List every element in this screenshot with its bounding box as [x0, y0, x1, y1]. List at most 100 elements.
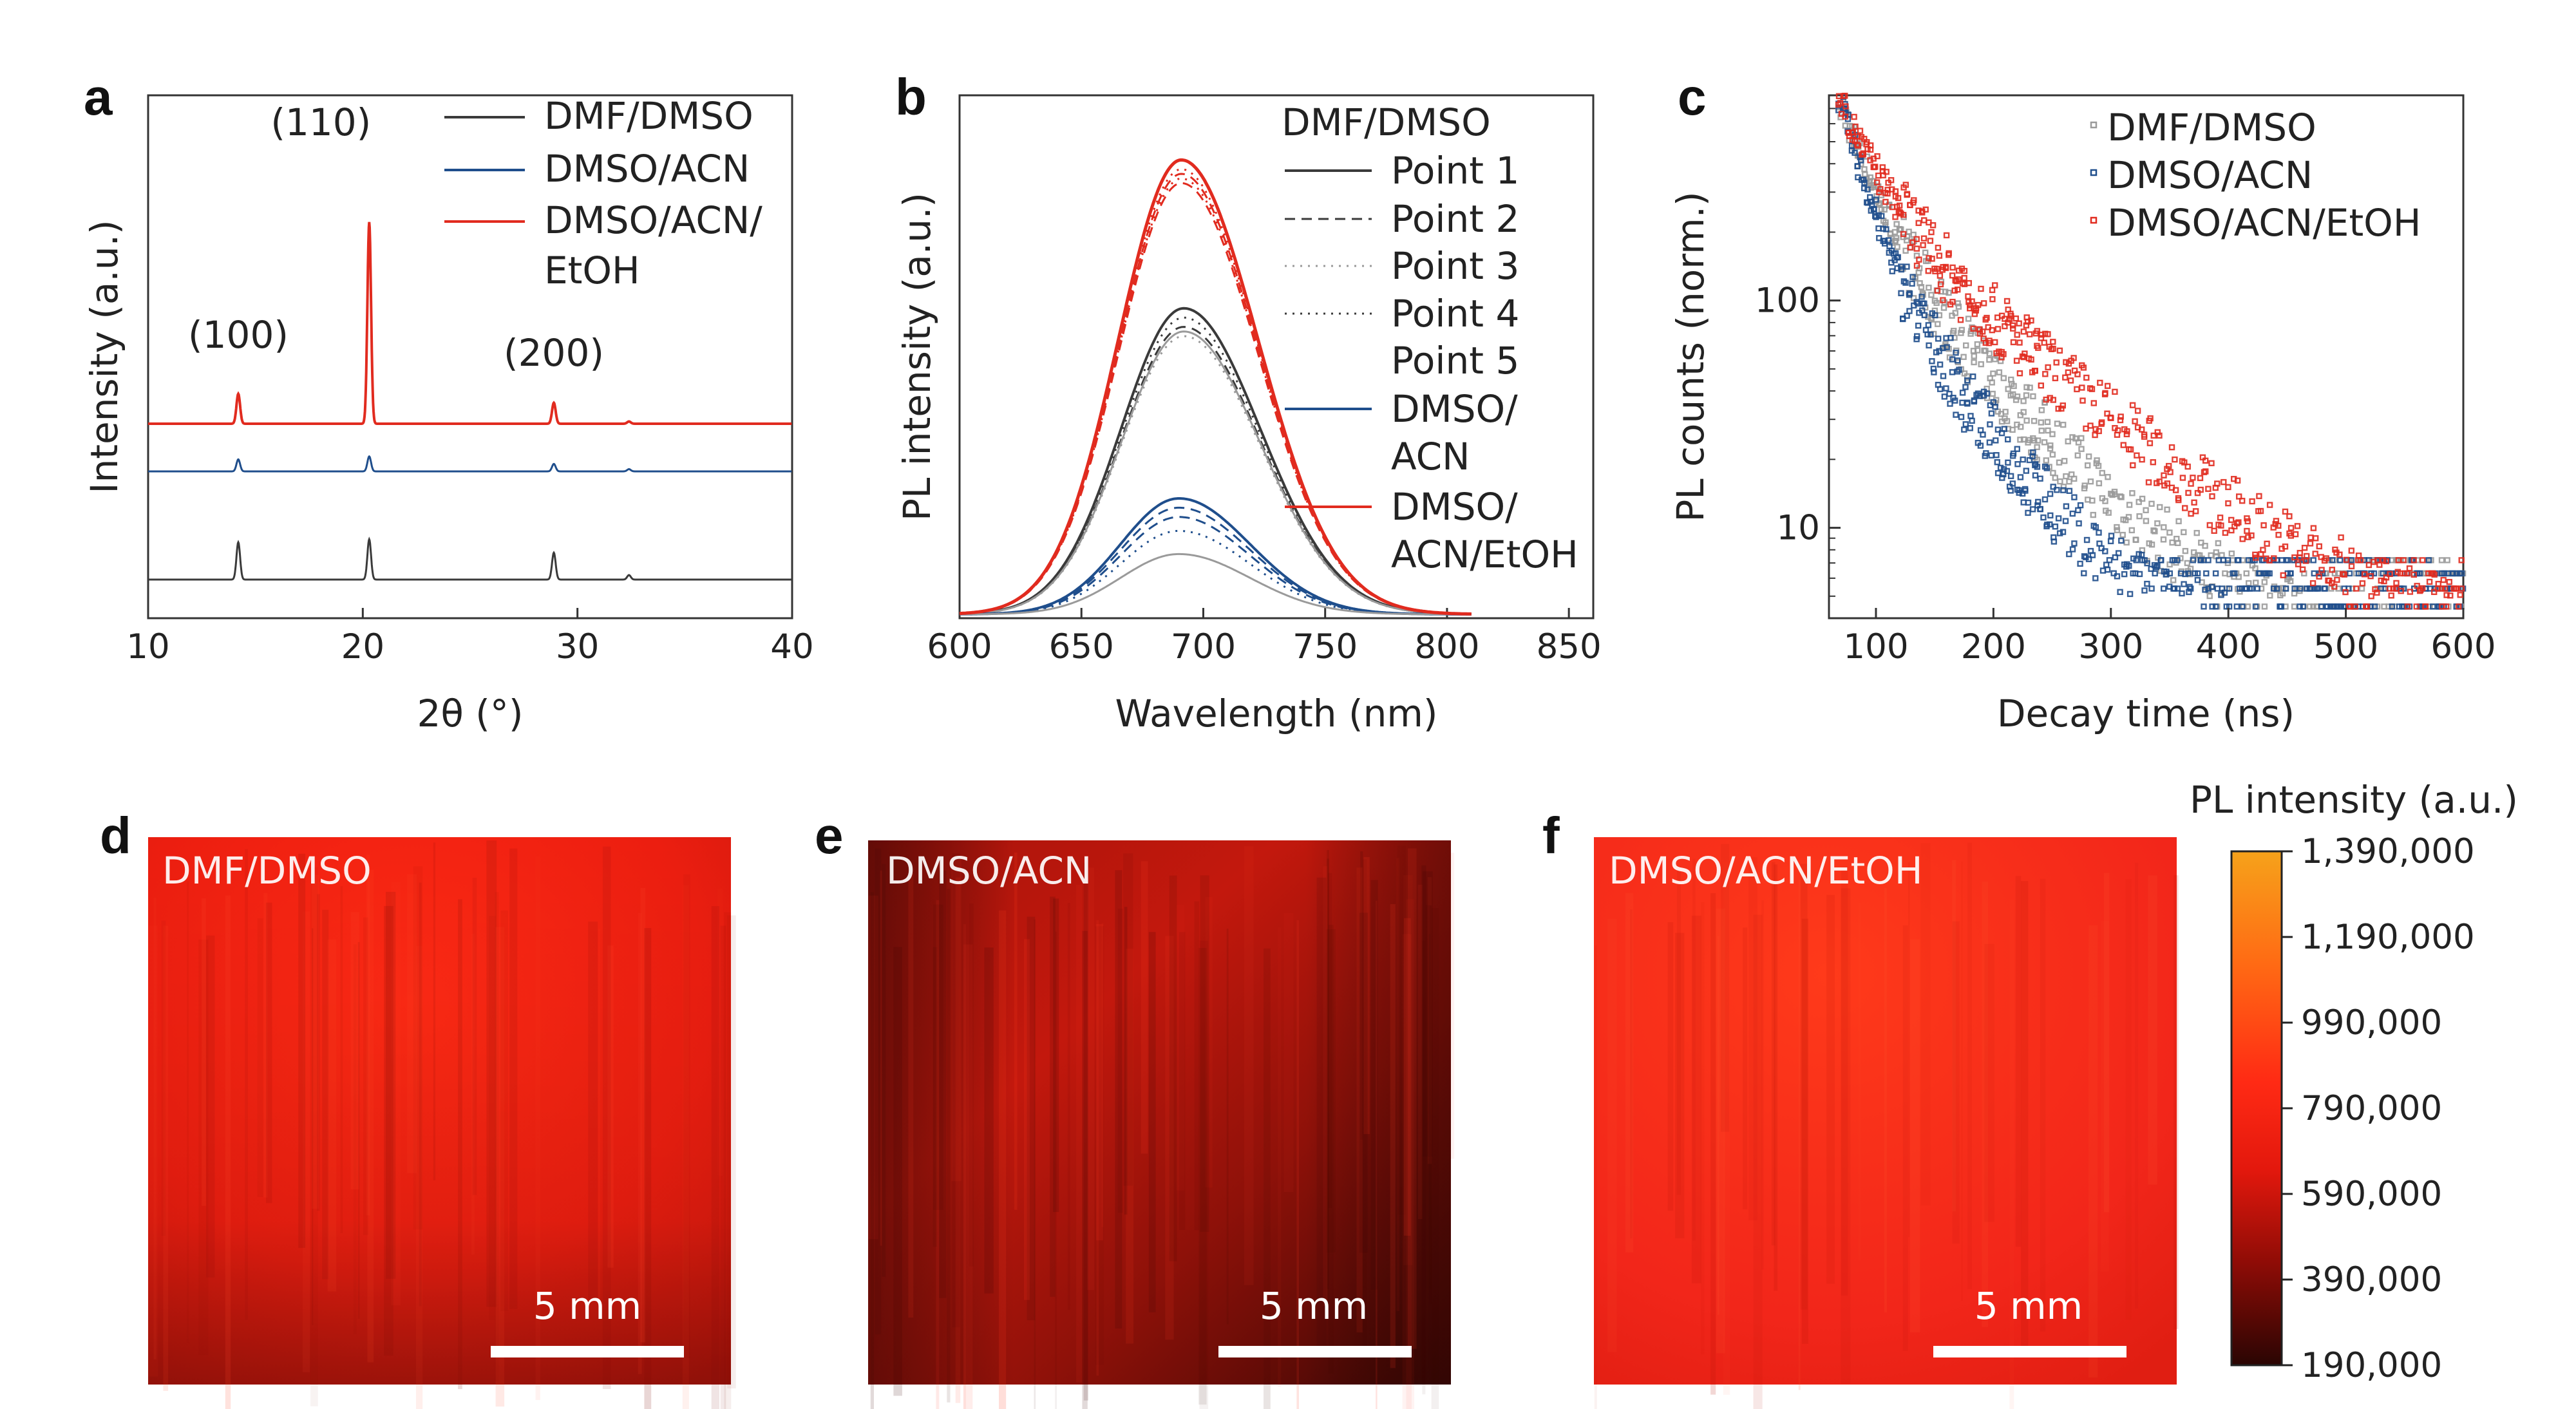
data-point-c — [2090, 400, 2098, 406]
data-point-c — [1969, 417, 1975, 424]
data-point-c — [2336, 551, 2343, 558]
data-point-c — [2150, 459, 2157, 466]
data-point-c — [1888, 177, 1895, 184]
data-point-c — [2160, 585, 2167, 592]
data-point-c — [1937, 272, 1944, 279]
data-point-c — [1864, 186, 1871, 193]
texture-streak — [2088, 925, 2098, 1377]
data-point-c — [2363, 603, 2371, 610]
data-point-c — [1899, 316, 1906, 323]
data-point-c — [2208, 583, 2215, 591]
data-point-c — [2026, 331, 2033, 337]
data-point-c — [1873, 179, 1880, 185]
data-point-c — [1926, 255, 1932, 261]
data-point-c — [2041, 439, 2048, 446]
texture-streak — [933, 947, 937, 1247]
plot-area-a — [148, 222, 792, 581]
data-point-c — [2071, 540, 2078, 547]
data-point-c — [2132, 418, 2138, 424]
data-point-c — [2187, 585, 2194, 592]
data-point-c — [2017, 412, 2024, 419]
data-point-c — [1876, 189, 1882, 196]
data-point-c — [2037, 506, 2044, 513]
data-point-c — [1934, 265, 1940, 272]
panel-letter-d: d — [100, 807, 131, 864]
texture-streak — [936, 900, 940, 1409]
data-point-c — [2458, 570, 2465, 577]
texture-streak — [638, 913, 642, 1374]
data-point-c — [2028, 317, 2034, 324]
data-point-c — [2060, 421, 2067, 428]
data-point-c — [2152, 570, 2158, 577]
data-point-c — [2310, 525, 2317, 531]
data-point-c — [2005, 459, 2011, 466]
data-point-c — [1980, 300, 1987, 307]
data-point-c — [1940, 297, 1946, 303]
data-point-c — [1994, 470, 2002, 477]
data-point-c — [2003, 418, 2011, 424]
texture-streak — [1376, 900, 1378, 1409]
texture-streak — [1359, 913, 1368, 1253]
panel-letter-b: b — [895, 68, 927, 126]
data-point-c — [2282, 544, 2289, 550]
data-point-c — [2287, 578, 2294, 585]
data-point-c — [2228, 527, 2235, 534]
texture-streak — [363, 917, 368, 1235]
data-point-c — [2107, 538, 2114, 545]
texture-streak — [245, 849, 248, 1320]
data-point-c — [1913, 245, 1920, 252]
x-tick-label-c: 200 — [1961, 627, 2026, 667]
texture-streak — [458, 899, 462, 1390]
data-point-c — [2367, 573, 2374, 580]
x-axis-label-b: Wavelength (nm) — [1115, 692, 1437, 735]
data-point-c — [2077, 560, 2083, 567]
data-point-c — [2005, 386, 2011, 392]
data-point-c — [2096, 529, 2102, 536]
data-point-c — [2311, 570, 2318, 577]
texture-streak — [1800, 864, 1808, 1310]
data-point-c — [2348, 563, 2355, 569]
data-point-c — [2152, 528, 2158, 534]
data-point-c — [1882, 198, 1889, 205]
data-point-c — [1962, 421, 1969, 428]
data-point-c — [2098, 419, 2105, 426]
colorbar-gradient — [2230, 850, 2283, 1366]
data-point-c — [2052, 375, 2059, 381]
data-point-c — [2074, 452, 2081, 459]
data-point-c — [1898, 263, 1904, 270]
texture-streak — [1124, 907, 1128, 1215]
data-point-c — [2062, 518, 2069, 524]
data-point-c — [1994, 459, 2001, 466]
data-point-c — [2043, 457, 2050, 464]
data-point-c — [2038, 332, 2045, 338]
texture-streak — [1326, 929, 1336, 1253]
texture-streak — [1014, 852, 1018, 1210]
data-point-c — [2181, 505, 2188, 511]
data-point-c — [1993, 452, 2000, 459]
data-point-c — [1920, 235, 1927, 241]
texture-streak — [882, 864, 886, 1277]
data-point-c — [2171, 585, 2178, 592]
texture-streak — [908, 873, 914, 1318]
data-point-c — [1890, 251, 1897, 257]
data-point-c — [2063, 473, 2069, 480]
texture-streak — [366, 855, 370, 1216]
data-point-c — [2438, 557, 2445, 563]
data-point-c — [1893, 254, 1900, 261]
data-point-c — [1927, 331, 1934, 338]
data-point-c — [2085, 556, 2092, 562]
data-point-c — [2097, 379, 2103, 386]
data-point-c — [2398, 588, 2404, 594]
data-point-c — [2447, 592, 2454, 599]
data-point-c — [2235, 493, 2242, 500]
texture-streak — [225, 895, 231, 1409]
data-point-c — [2254, 585, 2261, 592]
data-point-c — [1920, 217, 1927, 223]
data-point-c — [2054, 421, 2061, 427]
data-point-c — [2126, 563, 2132, 569]
data-point-c — [2007, 473, 2014, 479]
data-point-c — [2280, 572, 2287, 578]
texture-streak — [1199, 940, 1209, 1409]
data-point-c — [1915, 220, 1922, 226]
texture-streak — [489, 916, 496, 1320]
